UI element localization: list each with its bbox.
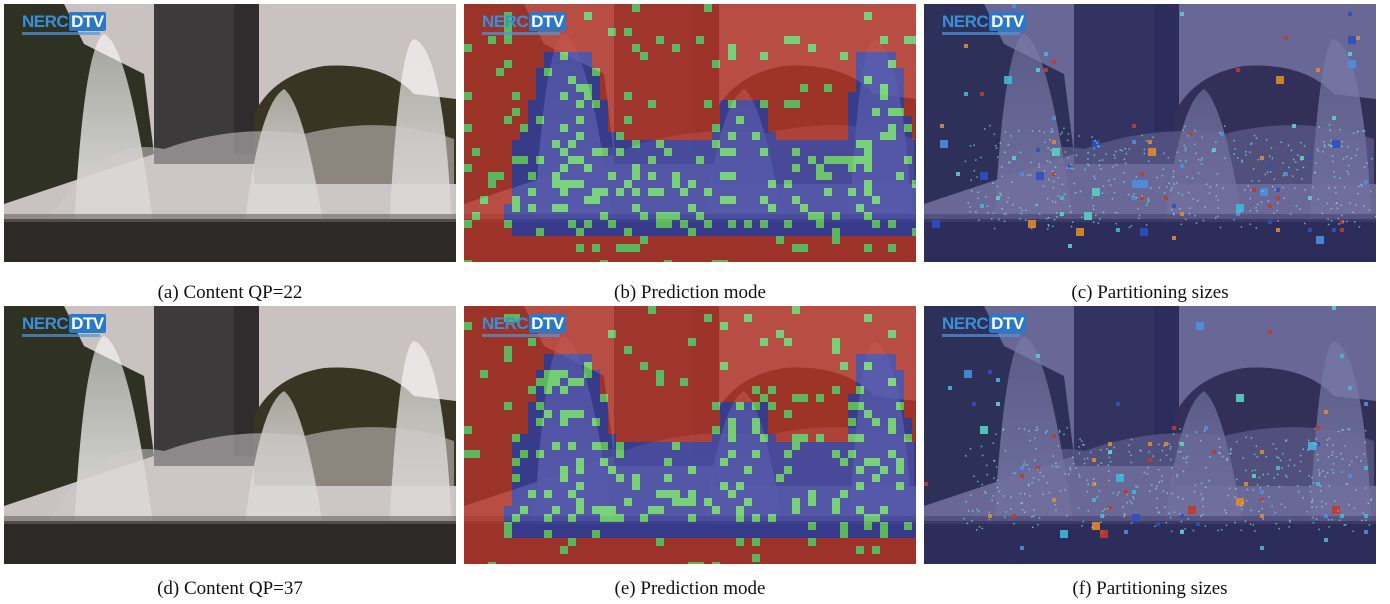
pond bbox=[4, 521, 456, 564]
caption-d: (d) Content QP=37 bbox=[157, 578, 303, 599]
partition-size-map bbox=[924, 4, 1376, 262]
partition-overlay bbox=[924, 4, 1376, 262]
nercdtv-logo: NERC DTV bbox=[22, 314, 106, 337]
fountain-photo bbox=[4, 306, 456, 564]
partition-blocks bbox=[924, 306, 1376, 550]
spray-mist bbox=[44, 427, 454, 531]
nercdtv-logo: NERC DTV bbox=[942, 314, 1026, 337]
nercdtv-logo: NERC DTV bbox=[482, 12, 566, 35]
prediction-mode-map bbox=[464, 306, 916, 564]
panel-d-content-qp37: NERC DTV bbox=[4, 306, 456, 564]
panel-b-prediction-mode: NERC DTV bbox=[464, 4, 916, 262]
spray-mist bbox=[44, 125, 454, 229]
fountain-photo bbox=[4, 4, 456, 262]
caption-f: (f) Partitioning sizes bbox=[1072, 578, 1228, 599]
nercdtv-logo: NERC DTV bbox=[22, 12, 106, 35]
caption-e: (e) Prediction mode bbox=[614, 578, 766, 599]
pond bbox=[4, 219, 456, 262]
prediction-mode-map bbox=[464, 4, 916, 262]
panel-f-partitioning-sizes: NERC DTV bbox=[924, 306, 1376, 564]
caption-b: (b) Prediction mode bbox=[614, 282, 766, 303]
partition-overlay bbox=[924, 306, 1376, 564]
mode-overlay bbox=[464, 306, 916, 564]
panel-e-prediction-mode: NERC DTV bbox=[464, 306, 916, 564]
panel-a-content-qp22: NERC DTV bbox=[4, 4, 456, 262]
nercdtv-logo: NERC DTV bbox=[482, 314, 566, 337]
nercdtv-logo: NERC DTV bbox=[942, 12, 1026, 35]
panel-c-partitioning-sizes: NERC DTV bbox=[924, 4, 1376, 262]
caption-c: (c) Partitioning sizes bbox=[1071, 282, 1229, 303]
caption-a: (a) Content QP=22 bbox=[157, 282, 303, 303]
partition-size-map bbox=[924, 306, 1376, 564]
mode-overlay bbox=[464, 4, 916, 262]
partition-blocks bbox=[932, 4, 1376, 248]
